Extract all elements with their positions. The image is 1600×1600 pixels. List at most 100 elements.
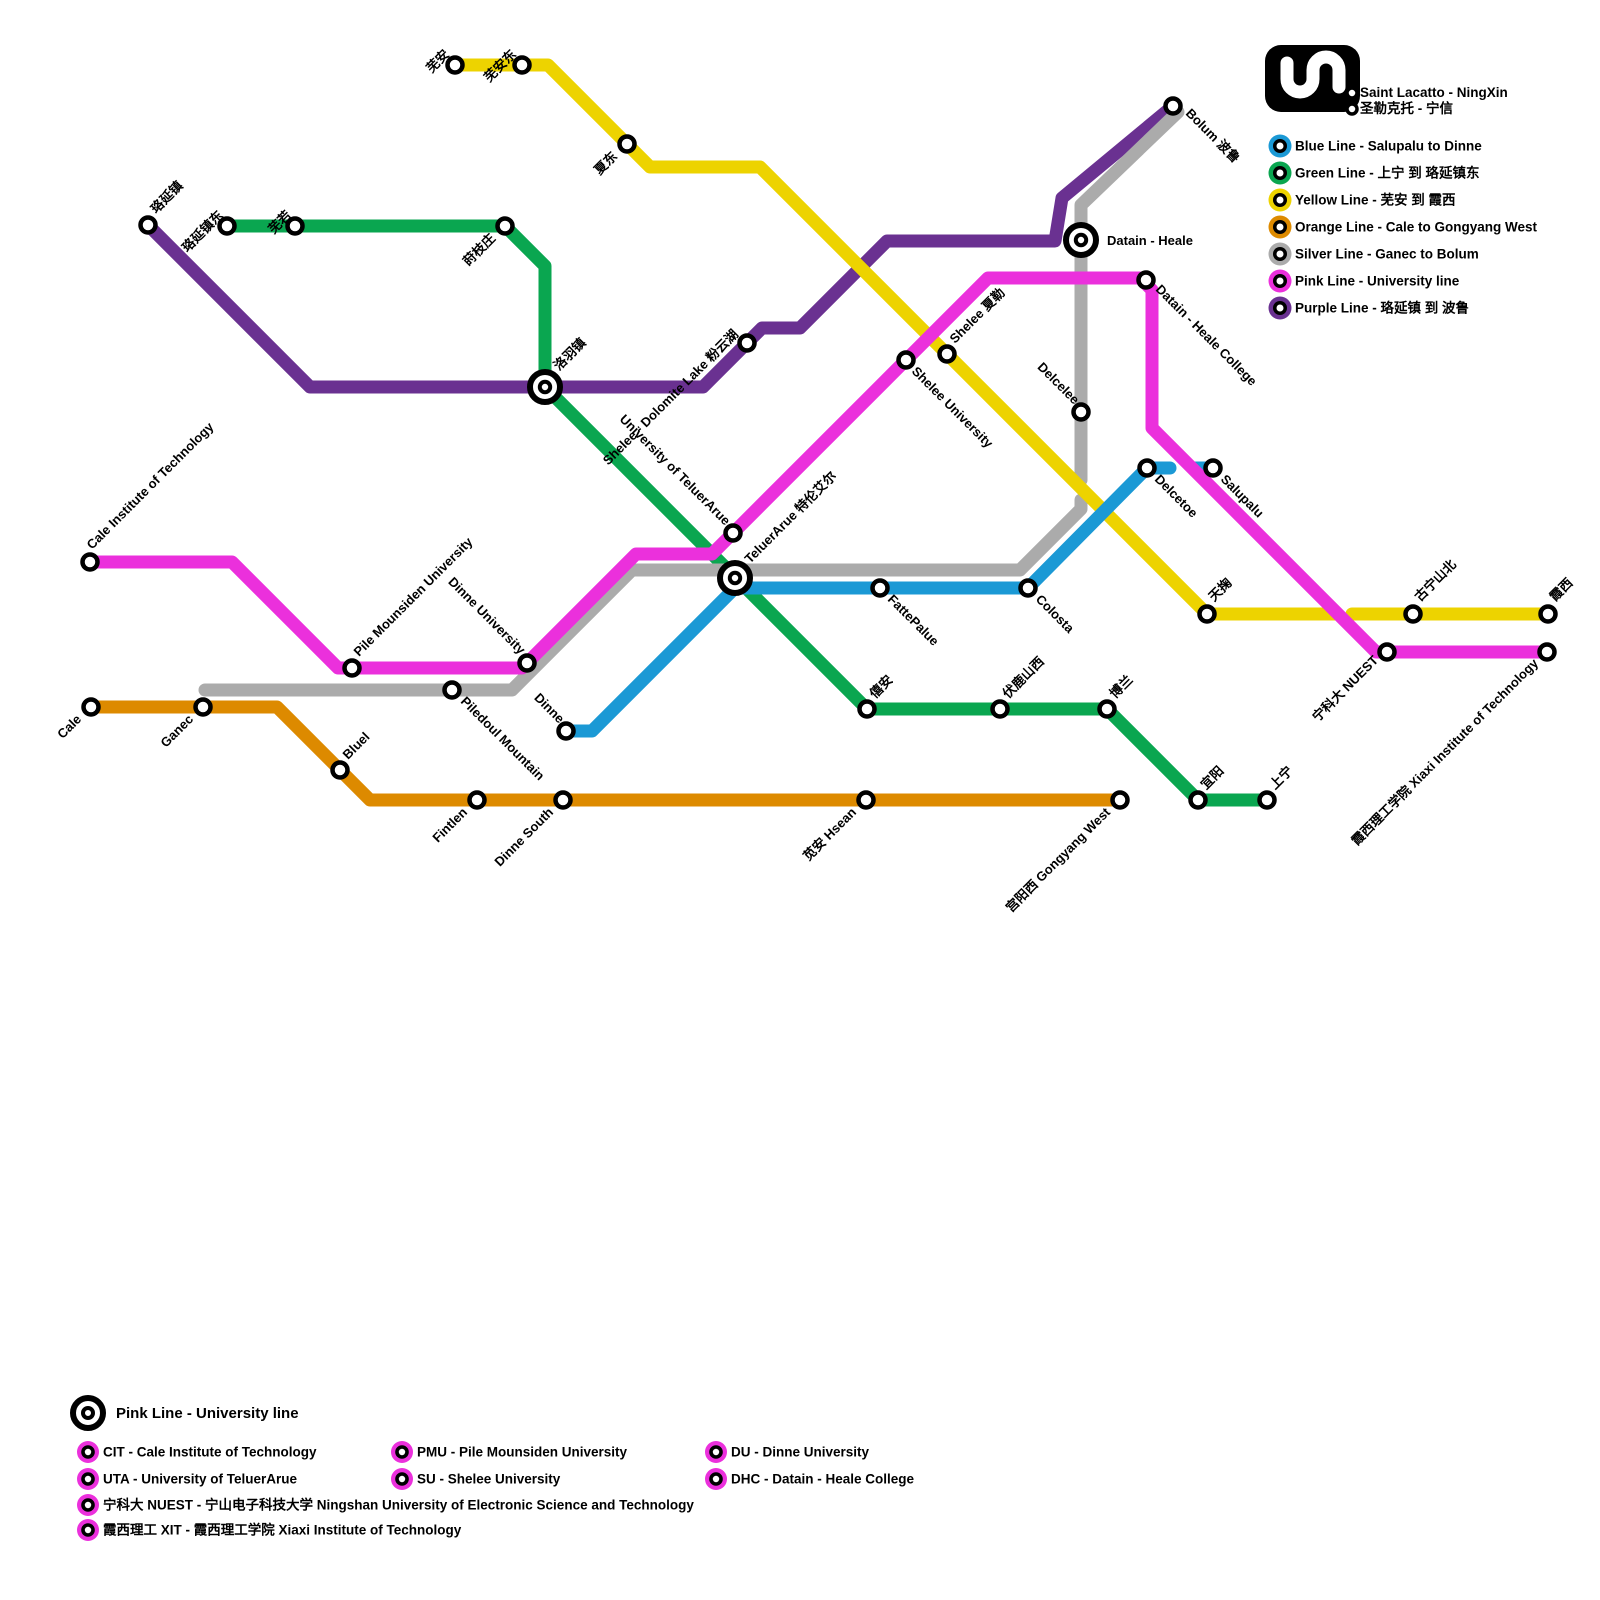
station-marker	[1257, 790, 1277, 810]
metro-logo: Saint Lacatto - NingXin 圣勒克托 - 宁信	[1265, 45, 1508, 116]
ring-hole	[1276, 223, 1284, 231]
station-marker	[80, 552, 100, 572]
footer-entry: 宁科大 NUEST - 宁山电子科技大学 Ningshan University…	[77, 1494, 694, 1516]
station-shelee-university: Shelee University	[896, 350, 997, 452]
footer-entry: CIT - Cale Institute of Technology	[77, 1441, 317, 1463]
station-marker	[1137, 458, 1157, 478]
map-title-zh: 圣勒克托 - 宁信	[1360, 100, 1453, 116]
station-marker	[856, 790, 876, 810]
station-marker	[737, 333, 757, 353]
legend-item-blue: Blue Line - Salupalu to Dinne	[1268, 134, 1482, 158]
legend: Blue Line - Salupalu to Dinne Green Line …	[1268, 134, 1538, 320]
station-芜安: 芜安	[423, 47, 465, 76]
footer-entries: CIT - Cale Institute of Technology PMU - …	[77, 1441, 915, 1541]
station-label: 僖安	[866, 672, 896, 702]
station-marker	[896, 350, 916, 370]
station-marker	[138, 215, 158, 235]
station-marker	[1110, 790, 1130, 810]
ring-hole	[1276, 169, 1284, 177]
station-霞西理工学院-xiaxi-institute-of-technology: 霞西理工学院 Xiaxi Institute of Technology	[1348, 642, 1557, 848]
line-silver	[1074, 105, 1185, 487]
legend-label: Yellow Line - 芜安 到 霞西	[1295, 192, 1456, 208]
station-bluel: Bluel	[330, 729, 373, 780]
station-marker	[495, 216, 515, 236]
station-marker	[723, 523, 743, 543]
station-芜安东: 芜安东	[481, 47, 532, 85]
station-marker	[1403, 604, 1423, 624]
footer-entry-label: UTA - University of TeluerArue	[103, 1472, 298, 1487]
ring-hole	[1276, 250, 1284, 258]
title-station-icon	[1345, 86, 1359, 100]
station-marker	[1136, 270, 1156, 290]
ring-hole	[84, 1475, 92, 1483]
station-marker	[1197, 604, 1217, 624]
station-珞延镇: 珞延镇	[138, 178, 186, 235]
ring-hole	[1276, 142, 1284, 150]
title-station-icon	[1345, 102, 1359, 116]
station-datain-heale: Datain - Heale	[1063, 222, 1193, 258]
legend-item-purple: Purple Line - 珞延镇 到 波鲁	[1268, 296, 1469, 320]
footer-entry-label: 宁科大 NUEST - 宁山电子科技大学 Ningshan University…	[103, 1497, 694, 1513]
station-珞延镇东: 珞延镇东	[179, 208, 237, 255]
ring-hole	[1276, 304, 1284, 312]
station-label: Piledoul Mountain	[458, 694, 548, 784]
footer-entry: DU - Dinne University	[705, 1441, 870, 1463]
station-label: Datain - Heale College	[1153, 282, 1260, 389]
station-shelee-dolomite-lake-粉云湖: Shelee - Dolomite Lake 粉云湖	[600, 327, 757, 468]
station-marker	[467, 790, 487, 810]
station-博兰: 博兰	[1097, 672, 1136, 719]
station-label: 莳枝庄	[460, 231, 498, 269]
station-label: 古宁山北	[1412, 557, 1459, 604]
legend-item-yellow: Yellow Line - 芜安 到 霞西	[1268, 188, 1456, 212]
interchange-marker-inner	[537, 379, 553, 395]
interchange-marker-inner	[1073, 232, 1089, 248]
station-marker	[445, 55, 465, 75]
station-label: 霞西	[1547, 575, 1576, 604]
legend-label: Orange Line - Cale to Gongyang West	[1295, 220, 1538, 235]
footer-legend: Pink Line - University line CIT - Cale I…	[70, 1395, 915, 1541]
station-label: 夏东	[590, 149, 620, 179]
station-label: Dinne	[531, 690, 567, 726]
station-label: 洛羽镇	[551, 335, 589, 373]
ring-hole	[398, 1448, 406, 1456]
legend-label: Purple Line - 珞延镇 到 波鲁	[1295, 300, 1469, 316]
station-marker	[81, 697, 101, 717]
station-label: Fintlen	[429, 804, 470, 845]
station-label: Shelee University	[909, 364, 997, 452]
station-label: Cale	[54, 712, 84, 742]
station-marker	[330, 760, 350, 780]
station-marker	[517, 653, 537, 673]
station-label: Bluel	[340, 729, 373, 762]
ring-hole	[1276, 196, 1284, 204]
station-cale-institute-of-technology: Cale Institute of Technology	[80, 419, 217, 572]
station-marker	[857, 699, 877, 719]
station-marker	[870, 578, 890, 598]
footer-entry: PMU - Pile Mounsiden University	[391, 1441, 628, 1463]
line-pink	[83, 271, 1554, 675]
legend-label: Silver Line - Ganec to Bolum	[1295, 247, 1479, 262]
interchange-icon-inner	[81, 1406, 95, 1420]
station-marker	[285, 216, 305, 236]
station-label: 天掬	[1206, 575, 1235, 604]
interchange-marker-inner	[727, 570, 743, 586]
station-label: Delcetoe	[1152, 472, 1201, 521]
station-piledoul-mountain: Piledoul Mountain	[442, 680, 548, 784]
legend-label: Pink Line - University line	[1295, 274, 1460, 289]
station-marker	[442, 680, 462, 700]
station-marker	[937, 344, 957, 364]
station-marker	[553, 790, 573, 810]
station-label: 霞西理工学院 Xiaxi Institute of Technology	[1348, 655, 1541, 848]
legend-item-green: Green Line - 上宁 到 珞延镇东	[1268, 161, 1480, 185]
station-label: 博兰	[1107, 672, 1136, 701]
station-label: Colosta	[1033, 592, 1078, 637]
ring-hole	[712, 1475, 720, 1483]
legend-item-silver: Silver Line - Ganec to Bolum	[1268, 242, 1479, 266]
station-夏东: 夏东	[590, 134, 637, 179]
footer-entry-label: CIT - Cale Institute of Technology	[103, 1445, 317, 1460]
legend-item-pink: Pink Line - University line	[1268, 269, 1460, 293]
station-marker	[1537, 642, 1557, 662]
footer-entry-label: SU - Shelee University	[417, 1472, 561, 1487]
footer-title: Pink Line - University line	[116, 1405, 299, 1422]
